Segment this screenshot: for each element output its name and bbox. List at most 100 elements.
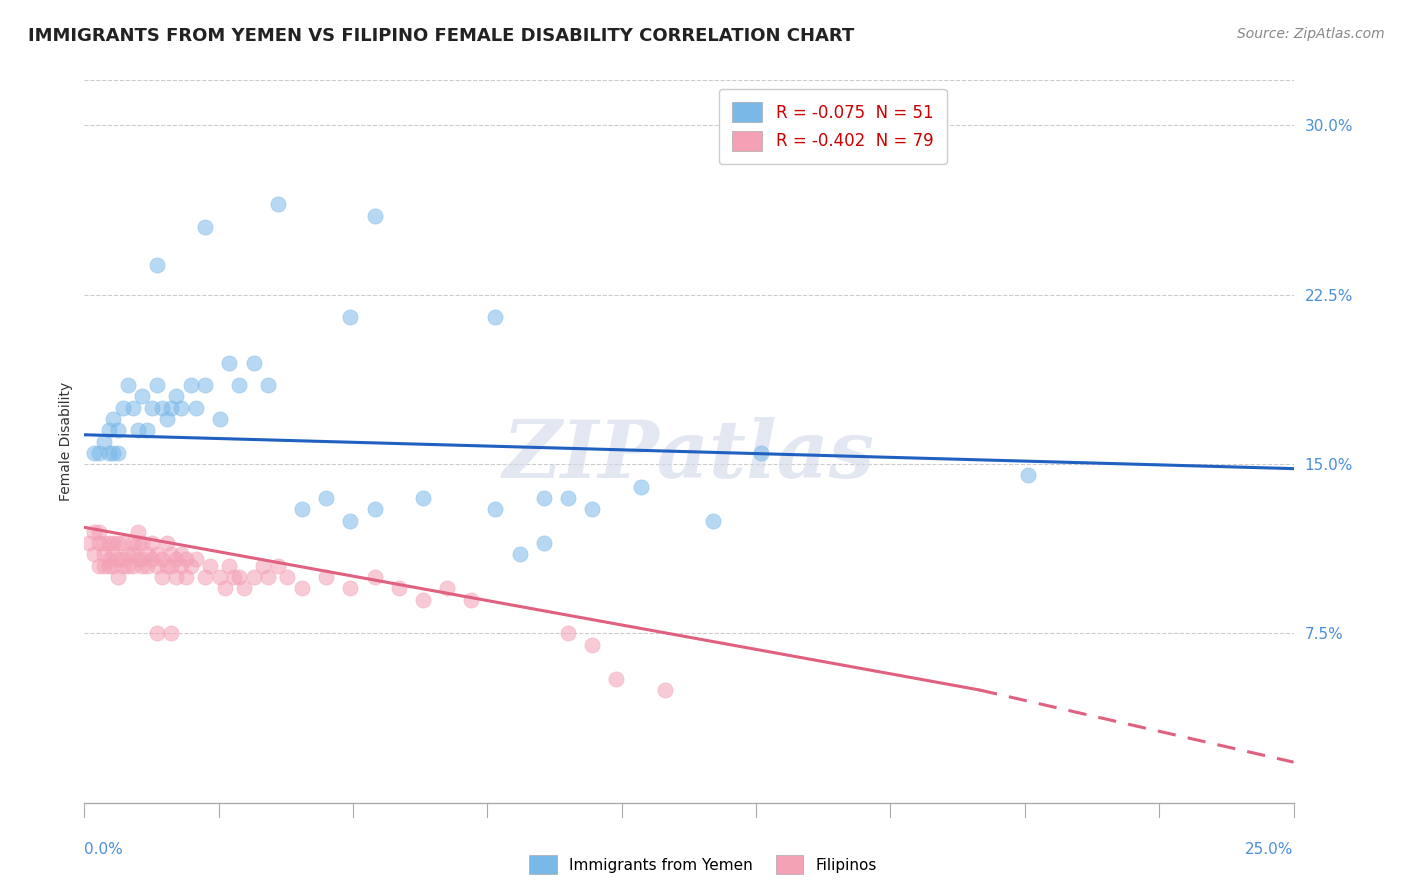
Point: [214, 582, 236, 596]
Point: [509, 548, 531, 562]
Point: [412, 491, 434, 505]
Point: [170, 558, 193, 573]
Point: [160, 558, 183, 573]
Point: [257, 378, 280, 392]
Point: [339, 514, 361, 528]
Point: [136, 548, 159, 562]
Point: [174, 570, 197, 584]
Point: [363, 209, 385, 223]
Point: [97, 552, 120, 566]
Point: [339, 582, 361, 596]
Point: [605, 672, 627, 686]
Text: Source: ZipAtlas.com: Source: ZipAtlas.com: [1237, 27, 1385, 41]
Point: [146, 626, 169, 640]
Point: [141, 552, 163, 566]
Point: [107, 552, 129, 566]
Point: [198, 558, 221, 573]
Point: [83, 524, 105, 539]
Point: [103, 536, 125, 550]
Point: [484, 502, 506, 516]
Point: [127, 524, 149, 539]
Point: [107, 446, 129, 460]
Point: [87, 524, 110, 539]
Point: [112, 536, 135, 550]
Point: [103, 558, 125, 573]
Point: [155, 558, 177, 573]
Point: [127, 423, 149, 437]
Point: [93, 548, 115, 562]
Point: [242, 355, 264, 369]
Point: [315, 491, 337, 505]
Point: [131, 558, 153, 573]
Point: [103, 548, 125, 562]
Point: [155, 412, 177, 426]
Point: [103, 446, 125, 460]
Text: IMMIGRANTS FROM YEMEN VS FILIPINO FEMALE DISABILITY CORRELATION CHART: IMMIGRANTS FROM YEMEN VS FILIPINO FEMALE…: [28, 27, 855, 45]
Point: [112, 558, 135, 573]
Point: [165, 570, 187, 584]
Point: [146, 548, 169, 562]
Point: [165, 389, 187, 403]
Text: ZIPatlas: ZIPatlas: [503, 417, 875, 495]
Point: [117, 558, 139, 573]
Point: [150, 570, 173, 584]
Point: [87, 536, 110, 550]
Point: [194, 220, 217, 235]
Point: [412, 592, 434, 607]
Point: [208, 570, 231, 584]
Point: [146, 378, 169, 392]
Point: [180, 378, 202, 392]
Point: [267, 558, 290, 573]
Point: [252, 558, 274, 573]
Point: [557, 491, 579, 505]
Point: [87, 446, 110, 460]
Point: [160, 548, 183, 562]
Point: [339, 310, 361, 325]
Point: [121, 558, 143, 573]
Point: [107, 423, 129, 437]
Point: [87, 558, 110, 573]
Point: [218, 558, 240, 573]
Point: [363, 502, 385, 516]
Point: [218, 355, 240, 369]
Point: [228, 570, 250, 584]
Point: [315, 570, 337, 584]
Point: [291, 582, 314, 596]
Point: [150, 552, 173, 566]
Point: [77, 536, 100, 550]
Point: [751, 446, 773, 460]
Point: [97, 423, 120, 437]
Text: 25.0%: 25.0%: [1246, 842, 1294, 856]
Point: [107, 570, 129, 584]
Point: [146, 259, 169, 273]
Point: [107, 536, 129, 550]
Point: [174, 552, 197, 566]
Point: [184, 552, 207, 566]
Point: [436, 582, 458, 596]
Point: [1017, 468, 1039, 483]
Text: 0.0%: 0.0%: [84, 842, 124, 856]
Point: [121, 536, 143, 550]
Point: [557, 626, 579, 640]
Point: [165, 552, 187, 566]
Point: [141, 401, 163, 415]
Point: [112, 401, 135, 415]
Point: [581, 638, 603, 652]
Point: [224, 570, 246, 584]
Legend: R = -0.075  N = 51, R = -0.402  N = 79: R = -0.075 N = 51, R = -0.402 N = 79: [718, 88, 946, 164]
Y-axis label: Female Disability: Female Disability: [59, 382, 73, 501]
Point: [131, 536, 153, 550]
Point: [170, 401, 193, 415]
Point: [131, 389, 153, 403]
Point: [228, 378, 250, 392]
Point: [160, 401, 183, 415]
Point: [117, 378, 139, 392]
Point: [141, 536, 163, 550]
Point: [484, 310, 506, 325]
Point: [257, 570, 280, 584]
Point: [654, 682, 676, 697]
Point: [97, 536, 120, 550]
Point: [97, 446, 120, 460]
Point: [155, 536, 177, 550]
Point: [581, 502, 603, 516]
